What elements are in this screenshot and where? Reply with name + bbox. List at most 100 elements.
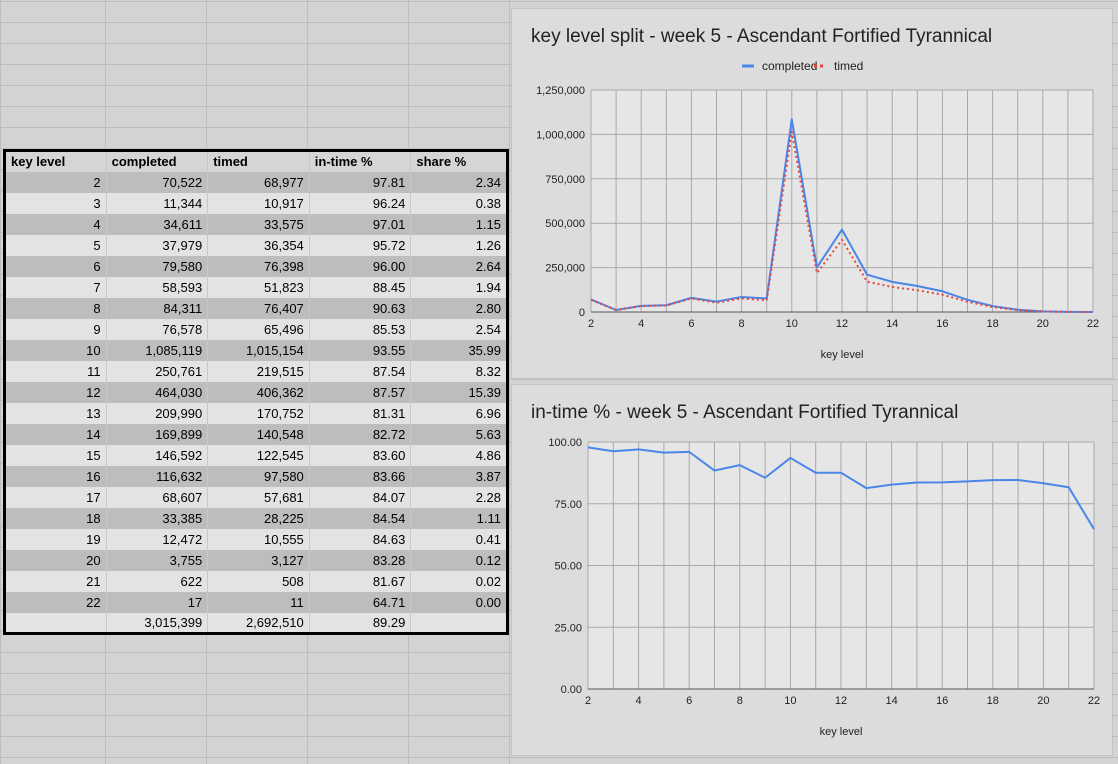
table-cell[interactable]: 169,899 xyxy=(106,423,209,445)
table-cell[interactable]: 34,611 xyxy=(106,213,209,235)
data-point[interactable] xyxy=(1092,311,1094,313)
table-cell[interactable]: 2.28 xyxy=(410,486,508,508)
data-point[interactable] xyxy=(791,131,793,133)
table-cell[interactable]: 4 xyxy=(4,213,107,235)
key-level-split-chart[interactable]: key level split - week 5 - Ascendant For… xyxy=(511,8,1113,379)
data-point[interactable] xyxy=(916,285,918,287)
table-cell[interactable]: 622 xyxy=(106,570,209,592)
data-point[interactable] xyxy=(714,470,716,472)
data-point[interactable] xyxy=(791,118,793,120)
table-cell[interactable]: 84.63 xyxy=(309,528,412,550)
table-cell[interactable]: 0.12 xyxy=(410,549,508,571)
table-cell[interactable]: 81.67 xyxy=(309,570,412,592)
data-point[interactable] xyxy=(891,286,893,288)
data-point[interactable] xyxy=(816,272,818,274)
table-cell[interactable]: 2.80 xyxy=(410,297,508,319)
table-cell[interactable]: 6.96 xyxy=(410,402,508,424)
table-cell[interactable]: 209,990 xyxy=(106,402,209,424)
data-point[interactable] xyxy=(916,482,918,484)
table-cell[interactable]: 464,030 xyxy=(106,381,209,403)
table-cell[interactable]: 33,575 xyxy=(207,213,310,235)
table-cell[interactable]: 82.72 xyxy=(309,423,412,445)
table-cell[interactable]: 4.86 xyxy=(410,444,508,466)
column-header[interactable]: timed xyxy=(207,150,310,172)
table-cell[interactable]: 11 xyxy=(207,591,310,613)
table-cell[interactable]: 8 xyxy=(4,297,107,319)
table-cell[interactable] xyxy=(4,612,107,634)
column-header[interactable]: completed xyxy=(106,150,209,172)
data-point[interactable] xyxy=(967,480,969,482)
table-cell[interactable]: 122,545 xyxy=(207,444,310,466)
data-point[interactable] xyxy=(739,464,741,466)
table-cell[interactable]: 87.57 xyxy=(309,381,412,403)
table-cell[interactable] xyxy=(410,612,508,634)
table-cell[interactable]: 508 xyxy=(207,570,310,592)
data-point[interactable] xyxy=(1042,310,1044,312)
table-cell[interactable]: 1.94 xyxy=(410,276,508,298)
data-point[interactable] xyxy=(741,297,743,299)
data-point[interactable] xyxy=(640,305,642,307)
series-line[interactable] xyxy=(587,446,1095,530)
table-cell[interactable]: 68,977 xyxy=(207,171,310,193)
table-cell[interactable]: 21 xyxy=(4,570,107,592)
table-cell[interactable]: 3,127 xyxy=(207,549,310,571)
table-cell[interactable]: 2.54 xyxy=(410,318,508,340)
table-cell[interactable]: 12 xyxy=(4,381,107,403)
table-cell[interactable]: 2,692,510 xyxy=(207,612,310,634)
table-cell[interactable]: 1.26 xyxy=(410,234,508,256)
table-cell[interactable]: 6 xyxy=(4,255,107,277)
table-cell[interactable]: 3 xyxy=(4,192,107,214)
data-point[interactable] xyxy=(992,479,994,481)
table-cell[interactable]: 11,344 xyxy=(106,192,209,214)
table-cell[interactable]: 35.99 xyxy=(410,339,508,361)
data-point[interactable] xyxy=(840,472,842,474)
table-cell[interactable]: 12,472 xyxy=(106,528,209,550)
data-point[interactable] xyxy=(766,299,768,301)
table-cell[interactable]: 70,522 xyxy=(106,171,209,193)
table-cell[interactable]: 22 xyxy=(4,591,107,613)
column-header[interactable]: key level xyxy=(4,150,107,172)
table-cell[interactable]: 83.28 xyxy=(309,549,412,571)
data-point[interactable] xyxy=(590,299,592,301)
data-point[interactable] xyxy=(865,487,867,489)
table-cell[interactable]: 0.38 xyxy=(410,192,508,214)
table-cell[interactable]: 28,225 xyxy=(207,507,310,529)
table-cell[interactable]: 8.32 xyxy=(410,360,508,382)
table-cell[interactable]: 7 xyxy=(4,276,107,298)
table-cell[interactable]: 15 xyxy=(4,444,107,466)
data-point[interactable] xyxy=(891,281,893,283)
table-cell[interactable]: 51,823 xyxy=(207,276,310,298)
table-cell[interactable]: 3.87 xyxy=(410,465,508,487)
table-cell[interactable]: 89.29 xyxy=(309,612,412,634)
table-cell[interactable]: 0.41 xyxy=(410,528,508,550)
data-point[interactable] xyxy=(1068,486,1070,488)
data-point[interactable] xyxy=(663,452,665,454)
table-cell[interactable]: 11 xyxy=(4,360,107,382)
data-point[interactable] xyxy=(764,477,766,479)
table-cell[interactable]: 97.01 xyxy=(309,213,412,235)
data-point[interactable] xyxy=(941,294,943,296)
data-point[interactable] xyxy=(967,299,969,301)
table-cell[interactable]: 68,607 xyxy=(106,486,209,508)
table-cell[interactable]: 97.81 xyxy=(309,171,412,193)
table-cell[interactable]: 95.72 xyxy=(309,234,412,256)
table-cell[interactable]: 2.64 xyxy=(410,255,508,277)
table-cell[interactable]: 64.71 xyxy=(309,591,412,613)
table-cell[interactable]: 5 xyxy=(4,234,107,256)
table-cell[interactable]: 84,311 xyxy=(106,297,209,319)
data-point[interactable] xyxy=(612,450,614,452)
table-cell[interactable]: 33,385 xyxy=(106,507,209,529)
table-cell[interactable]: 2 xyxy=(4,171,107,193)
table-cell[interactable]: 140,548 xyxy=(207,423,310,445)
data-point[interactable] xyxy=(688,451,690,453)
data-point[interactable] xyxy=(587,446,589,448)
table-cell[interactable]: 10,917 xyxy=(207,192,310,214)
table-cell[interactable]: 219,515 xyxy=(207,360,310,382)
data-point[interactable] xyxy=(690,297,692,299)
data-point[interactable] xyxy=(1067,311,1069,313)
table-cell[interactable]: 81.31 xyxy=(309,402,412,424)
table-cell[interactable]: 17 xyxy=(106,591,209,613)
table-cell[interactable]: 36,354 xyxy=(207,234,310,256)
table-cell[interactable]: 17 xyxy=(4,486,107,508)
table-cell[interactable]: 406,362 xyxy=(207,381,310,403)
